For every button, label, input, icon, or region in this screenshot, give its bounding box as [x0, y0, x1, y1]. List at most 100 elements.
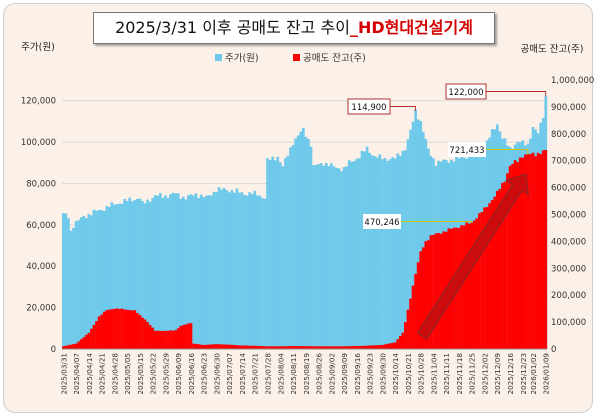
- x-tick-label: 2025/09/23: [366, 353, 375, 394]
- price-bar: [398, 155, 402, 349]
- price-bar: [225, 190, 229, 349]
- x-tick-label: 2025/07/28: [263, 353, 272, 395]
- price-bar: [253, 190, 257, 349]
- y-right-tick-label: 800,000: [551, 130, 586, 140]
- short-balance-bar: [307, 346, 310, 349]
- short-balance-bar: [335, 346, 338, 349]
- short-balance-bar: [467, 223, 471, 349]
- price-bar: [159, 193, 162, 349]
- x-tick-label: 2025/12/02: [480, 353, 489, 394]
- short-balance-bar: [227, 344, 231, 349]
- x-tick-label: 2025/12/23: [519, 353, 528, 394]
- short-balance-bar: [393, 342, 397, 349]
- short-balance-bar: [138, 314, 142, 349]
- price-bar: [381, 159, 384, 349]
- short-balance-bar: [439, 233, 443, 349]
- price-bar: [79, 217, 83, 349]
- short-balance-bar: [261, 346, 264, 349]
- short-balance-bar: [189, 323, 193, 349]
- labels: 0 20,000 40,000 60,000 80,000 100,000 120,000 0…: [21, 42, 594, 394]
- price-bar: [276, 156, 280, 349]
- price-bar: [128, 197, 132, 349]
- short-balance-bar: [258, 345, 262, 349]
- price-bar: [363, 151, 366, 349]
- short-balance-bar: [427, 240, 430, 349]
- short-balance-bar: [156, 330, 160, 349]
- short-balance-bar: [151, 327, 155, 349]
- annotation-122000-leader: [486, 91, 547, 97]
- x-tick-label: 2025/05/05: [123, 353, 132, 394]
- price-bar: [199, 194, 203, 349]
- price-bar: [222, 188, 226, 349]
- price-bar: [286, 155, 290, 349]
- price-bar: [314, 164, 318, 349]
- short-balance-bar: [386, 343, 389, 349]
- price-bar: [176, 193, 180, 349]
- short-balance-bar: [271, 346, 275, 349]
- short-balance-bar: [299, 346, 303, 349]
- y-right-tick-label: 1,000,000: [551, 76, 594, 86]
- short-balance-bar: [470, 222, 474, 349]
- short-balance-bar: [174, 330, 178, 349]
- short-balance-bar: [284, 346, 287, 349]
- price-bar: [133, 200, 137, 349]
- x-tick-label: 2025/08/04: [276, 353, 285, 395]
- short-balance-bar: [472, 220, 476, 349]
- short-balance-bar: [432, 235, 435, 349]
- price-bar: [238, 192, 241, 349]
- short-balance-bar: [317, 346, 320, 349]
- short-balance-bar: [235, 345, 239, 349]
- short-balance-bar: [225, 344, 229, 349]
- short-balance-bar: [107, 309, 111, 349]
- price-bar: [414, 109, 417, 349]
- price-bar: [289, 147, 292, 349]
- short-balance-bar: [304, 346, 308, 349]
- price-bar: [266, 158, 269, 349]
- annotation-122000-box: [445, 83, 487, 100]
- x-tick-label: 2025/04/21: [98, 353, 107, 394]
- short-balance-bar: [97, 316, 101, 349]
- price-bar: [353, 161, 356, 349]
- x-tick-label: 2025/07/14: [238, 353, 247, 395]
- short-balance-bar: [113, 308, 116, 349]
- short-balance-bar: [197, 344, 200, 349]
- price-bar: [210, 195, 213, 349]
- short-balance-bar: [278, 346, 282, 349]
- price-bar: [330, 163, 333, 349]
- short-balance-bar: [388, 343, 392, 349]
- price-bar: [171, 192, 175, 349]
- price-bar: [268, 160, 272, 349]
- price-bar: [77, 220, 81, 349]
- price-bar: [324, 163, 328, 349]
- short-balance-bar: [296, 346, 300, 349]
- price-bar: [245, 195, 249, 349]
- short-balance-bar: [319, 346, 323, 349]
- short-balance-bar: [501, 182, 504, 349]
- annotation-721433-box: [448, 142, 486, 157]
- price-bar: [322, 165, 326, 349]
- annotation-122000-text: 122,000: [448, 88, 483, 98]
- annotation-114900-box: [347, 98, 391, 115]
- short-balance-bar: [266, 346, 269, 349]
- short-balance-bar: [115, 308, 119, 349]
- legend-label-short: 공매도 잔고(주): [303, 53, 366, 64]
- price-bar: [383, 158, 387, 349]
- short-balance-bar: [268, 346, 272, 349]
- short-balance-bar: [273, 346, 277, 349]
- short-balance-bar: [286, 346, 290, 349]
- short-balance-bar: [539, 154, 543, 349]
- y-right-tick-label: 300,000: [551, 264, 586, 274]
- short-balance-bar: [353, 346, 356, 349]
- x-tick-label: 2025/08/26: [315, 353, 324, 395]
- short-balance-bar: [526, 153, 530, 349]
- price-bar: [82, 215, 86, 349]
- short-balance-bar: [102, 311, 106, 349]
- x-tick-label: 2025/03/31: [59, 353, 68, 394]
- price-bar: [411, 121, 415, 349]
- price-bar: [421, 131, 425, 349]
- price-bar: [143, 203, 147, 349]
- short-balance-bar: [421, 247, 425, 349]
- short-balance-bar: [483, 207, 486, 349]
- price-bar: [406, 139, 410, 349]
